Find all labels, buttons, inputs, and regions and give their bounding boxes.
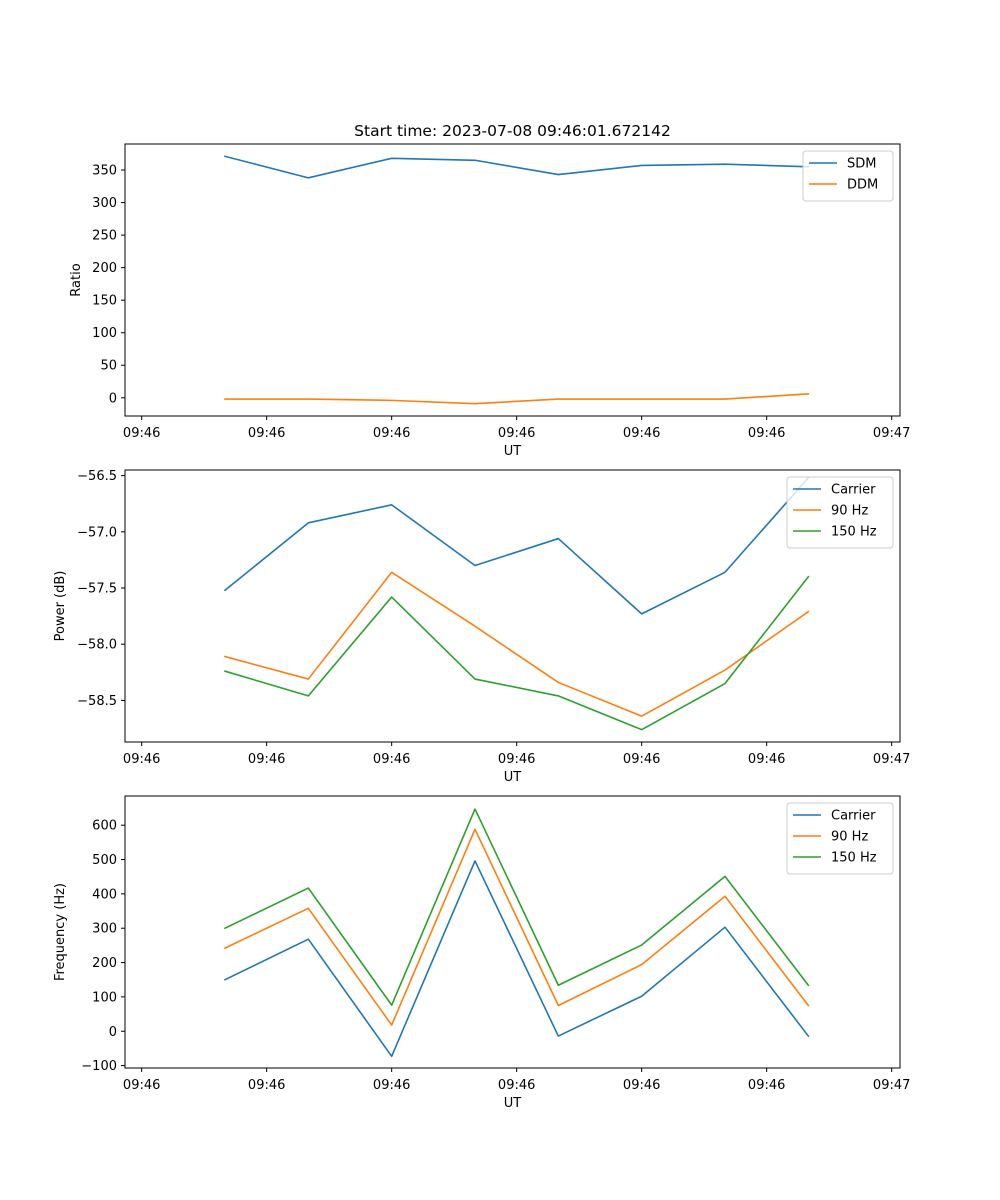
y-tick-label: −100: [81, 1059, 117, 1074]
x-tick-label: 09:47: [873, 752, 910, 767]
legend-entry: 150 Hz: [831, 525, 877, 540]
y-tick-label: 300: [92, 922, 117, 937]
series-line-sdm: [224, 155, 810, 179]
y-axis-label: Ratio: [69, 263, 84, 296]
x-tick-label: 09:46: [498, 752, 535, 767]
x-tick-label: 09:46: [123, 752, 160, 767]
series-line-90-hz: [223, 828, 810, 1026]
x-axis-label: UT: [504, 770, 522, 785]
legend: SDM DDM: [802, 150, 894, 202]
x-tick-label: 09:46: [623, 752, 660, 767]
x-tick-label: 09:47: [873, 1078, 910, 1093]
y-tick-label: 250: [92, 229, 117, 244]
y-tick-label: −58.0: [77, 638, 117, 653]
series-line-carrier: [223, 476, 810, 615]
x-tick-label: 09:46: [123, 1078, 160, 1093]
y-tick-label: 100: [92, 990, 117, 1005]
x-tick-label: 09:46: [623, 426, 660, 441]
subplot-2: 09:46 09:46 09:46 09:46 09:46 09:46 09:47 −58.5…: [53, 469, 910, 785]
x-tick-label: 09:46: [498, 1078, 535, 1093]
x-tick-label: 09:47: [873, 426, 910, 441]
axes-frame: [124, 143, 901, 417]
y-axis-label: Frequency (Hz): [53, 883, 68, 981]
y-tick-label: 150: [92, 294, 117, 309]
y-tick-label: 600: [92, 819, 117, 834]
series-line-150-hz: [223, 808, 810, 1006]
y-tick-label: 0: [109, 391, 117, 406]
legend-entry: 150 Hz: [831, 851, 877, 866]
y-tick-label: 350: [92, 164, 117, 179]
chart-title: Start time: 2023-07-08 09:46:01.672142: [354, 122, 671, 140]
series-line-150-hz: [224, 575, 810, 731]
x-tick-label: 09:46: [748, 1078, 785, 1093]
y-tick-label: 400: [92, 887, 117, 902]
legend-entry: SDM: [847, 157, 876, 172]
x-tick-label: 09:46: [248, 752, 285, 767]
y-tick-label: −57.5: [77, 582, 117, 597]
x-tick-label: 09:46: [748, 752, 785, 767]
axes-frame: [124, 469, 901, 743]
y-tick-label: −58.5: [77, 694, 117, 709]
legend-entry: Carrier: [831, 483, 876, 498]
y-tick-label: 50: [100, 359, 117, 374]
y-axis-label: Power (dB): [53, 571, 68, 642]
axes-frame: [124, 795, 901, 1069]
x-axis-label: UT: [504, 1096, 522, 1111]
y-tick-label: 500: [92, 853, 117, 868]
legend-entry: 90 Hz: [831, 830, 868, 845]
legend-entry: DDM: [847, 178, 878, 193]
y-tick-label: 300: [92, 196, 117, 211]
y-tick-label: 100: [92, 326, 117, 341]
x-axis-label: UT: [504, 444, 522, 459]
legend: Carrier 90 Hz 150 Hz: [786, 476, 894, 549]
series-line-90-hz: [224, 571, 810, 717]
legend-entry: Carrier: [831, 809, 876, 824]
x-tick-label: 09:46: [373, 752, 410, 767]
y-tick-label: 200: [92, 261, 117, 276]
legend: Carrier 90 Hz 150 Hz: [786, 802, 894, 875]
subplot-1: 09:46 09:46 09:46 09:46 09:46 09:46 09:47 0 50 10…: [69, 122, 910, 459]
x-tick-label: 09:46: [373, 426, 410, 441]
subplot-3: 09:46 09:46 09:46 09:46 09:46 09:46 09:47 −100 0…: [53, 795, 910, 1111]
x-tick-label: 09:46: [748, 426, 785, 441]
x-tick-label: 09:46: [248, 1078, 285, 1093]
y-tick-label: −57.0: [77, 525, 117, 540]
x-tick-label: 09:46: [373, 1078, 410, 1093]
series-line-carrier: [223, 860, 810, 1058]
x-tick-label: 09:46: [623, 1078, 660, 1093]
series-line-ddm: [224, 393, 810, 405]
x-tick-label: 09:46: [248, 426, 285, 441]
legend-entry: 90 Hz: [831, 504, 868, 519]
y-tick-label: 200: [92, 956, 117, 971]
x-tick-label: 09:46: [498, 426, 535, 441]
y-tick-label: 0: [109, 1025, 117, 1040]
x-tick-label: 09:46: [123, 426, 160, 441]
y-tick-label: −56.5: [77, 469, 117, 484]
